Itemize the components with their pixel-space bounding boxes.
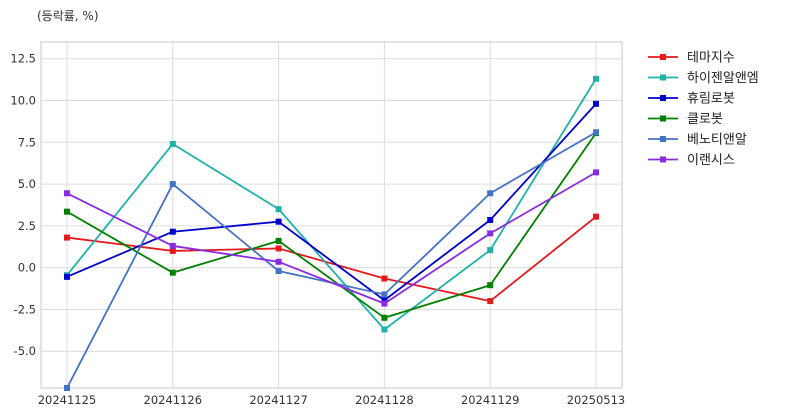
series-line	[66, 103, 597, 302]
data-point	[64, 190, 70, 197]
legend-swatch-marker	[660, 74, 666, 81]
x-tick-label: 20241127	[249, 393, 308, 407]
legend-label: 휴림로봇	[687, 92, 735, 107]
legend-label: 이랜시스	[687, 153, 735, 168]
data-point	[64, 385, 70, 391]
data-point	[169, 247, 176, 254]
data-point	[169, 181, 176, 188]
legend-swatch-marker	[660, 156, 666, 163]
data-point	[275, 218, 282, 225]
data-point	[275, 245, 282, 252]
y-axis: -5.0 -2.5 0.0 2.5 5.0 7.5 10.0 12.5	[10, 52, 36, 359]
x-tick-label: 20241128	[355, 393, 414, 407]
x-tick-label: 20250513	[567, 393, 626, 407]
series-2	[64, 75, 599, 333]
data-point	[381, 291, 388, 298]
legend-item: 이랜시스	[648, 153, 735, 168]
data-point	[593, 129, 599, 136]
series-line	[66, 132, 597, 319]
y-tick-label: 5.0	[18, 177, 36, 191]
data-point	[487, 217, 494, 224]
data-point	[593, 169, 599, 176]
series-line	[66, 78, 597, 331]
legend-label: 하이젠알앤엠	[687, 71, 759, 86]
x-tick-label: 20241126	[144, 393, 203, 407]
y-tick-label: -2.5	[14, 302, 36, 316]
legend-label: 베노티앤알	[687, 133, 747, 148]
legend-label: 테마지수	[687, 51, 735, 66]
data-point	[381, 314, 388, 321]
data-point	[275, 206, 282, 213]
data-point	[487, 230, 494, 237]
legend-item: 테마지수	[648, 51, 735, 66]
data-point	[169, 242, 176, 249]
legend-swatch-marker	[660, 95, 666, 101]
y-tick-label: 12.5	[10, 52, 36, 66]
data-point	[381, 300, 388, 307]
data-point	[487, 247, 494, 254]
legend-swatch-marker	[660, 54, 666, 60]
series-group	[64, 75, 599, 391]
data-point	[487, 190, 494, 197]
legend-swatch-marker	[660, 136, 666, 142]
data-point	[593, 75, 599, 82]
data-point	[169, 140, 176, 147]
y-tick-label: 0.0	[18, 261, 36, 275]
y-tick-label: 2.5	[18, 219, 36, 233]
legend-item: 베노티앤알	[648, 133, 747, 148]
y-tick-label: -5.0	[14, 344, 36, 358]
legend-item: 휴림로봇	[648, 92, 735, 107]
data-point	[381, 275, 388, 282]
data-point	[381, 297, 388, 304]
series-line	[66, 171, 597, 305]
data-point	[275, 267, 282, 274]
series-1	[64, 213, 599, 305]
y-tick-label: 7.5	[18, 135, 36, 149]
y-unit-label: (등락률, %)	[37, 9, 99, 23]
series-6	[64, 169, 599, 307]
legend-label: 클로봇	[687, 112, 723, 127]
data-point	[64, 234, 70, 241]
series-line	[66, 215, 597, 302]
x-tick-label: 20241129	[461, 393, 520, 407]
y-tick-label: 10.0	[10, 94, 36, 108]
legend-swatch-marker	[660, 115, 666, 122]
grid	[41, 42, 622, 388]
plot-frame	[40, 41, 623, 389]
data-point	[64, 273, 70, 280]
series-3	[64, 100, 599, 304]
data-point	[275, 237, 282, 244]
data-point	[381, 326, 388, 333]
legend-item: 하이젠알앤엠	[648, 71, 759, 86]
data-point	[487, 298, 494, 305]
data-point	[169, 228, 176, 235]
legend-item: 클로봇	[648, 112, 723, 127]
data-point	[593, 100, 599, 107]
data-point	[275, 258, 282, 265]
data-point	[64, 208, 70, 215]
data-point	[169, 269, 176, 276]
x-tick-label: 20241125	[38, 393, 97, 407]
data-point	[487, 282, 494, 289]
data-point	[593, 213, 599, 220]
x-axis: 20241125 20241126 20241127 20241128 20241129…	[38, 393, 626, 407]
